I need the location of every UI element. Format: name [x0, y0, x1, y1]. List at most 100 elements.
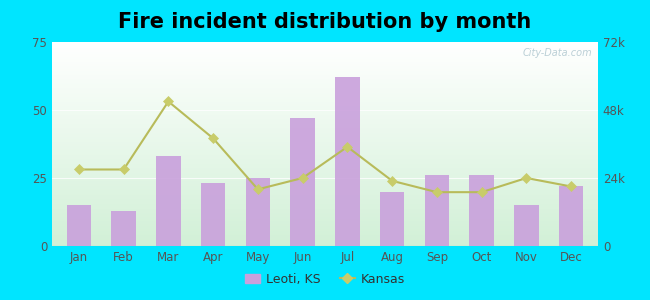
Bar	[52, 219, 598, 220]
Bar	[52, 132, 598, 133]
Bar	[52, 142, 598, 143]
Bar	[52, 80, 598, 81]
Bar	[52, 174, 598, 175]
Bar	[52, 61, 598, 62]
Bar	[52, 237, 598, 238]
Bar	[52, 200, 598, 201]
Bar	[52, 118, 598, 119]
Bar	[52, 189, 598, 190]
Bar	[52, 165, 598, 166]
Bar	[52, 95, 598, 96]
Bar	[52, 166, 598, 167]
Bar	[52, 230, 598, 231]
Bar	[52, 148, 598, 149]
Bar	[52, 169, 598, 170]
Bar	[52, 116, 598, 117]
Bar	[52, 160, 598, 161]
Bar	[52, 88, 598, 89]
Bar	[52, 93, 598, 94]
Bar	[52, 199, 598, 200]
Bar	[52, 53, 598, 54]
Bar	[424, 175, 449, 246]
Bar	[52, 215, 598, 216]
Bar	[52, 123, 598, 124]
Bar	[52, 129, 598, 130]
Bar	[52, 220, 598, 221]
Bar	[52, 96, 598, 97]
Bar	[52, 145, 598, 146]
Bar	[52, 59, 598, 60]
Bar	[52, 64, 598, 65]
Bar	[52, 56, 598, 57]
Bar	[52, 67, 598, 68]
Bar	[52, 214, 598, 215]
Bar	[52, 171, 598, 172]
Bar	[52, 62, 598, 63]
Bar	[52, 150, 598, 151]
Bar	[52, 155, 598, 156]
Bar	[52, 85, 598, 86]
Bar	[52, 186, 598, 187]
Bar	[52, 84, 598, 85]
Bar	[52, 207, 598, 208]
Bar	[52, 168, 598, 169]
Bar	[52, 49, 598, 50]
Bar	[52, 238, 598, 239]
Bar	[52, 209, 598, 210]
Bar	[52, 217, 598, 218]
Bar	[52, 134, 598, 135]
Bar	[52, 109, 598, 110]
Bar	[52, 181, 598, 182]
Bar	[52, 108, 598, 109]
Bar	[52, 125, 598, 126]
Bar	[52, 87, 598, 88]
Bar	[559, 186, 584, 246]
Bar	[52, 70, 598, 71]
Legend: Leoti, KS, Kansas: Leoti, KS, Kansas	[240, 268, 410, 291]
Bar	[52, 112, 598, 113]
Bar	[52, 169, 598, 170]
Bar	[52, 118, 598, 119]
Bar	[52, 204, 598, 205]
Bar	[52, 43, 598, 44]
Bar	[52, 170, 598, 171]
Bar	[52, 198, 598, 199]
Bar	[52, 201, 598, 202]
Bar	[52, 90, 598, 91]
Bar	[52, 144, 598, 145]
Bar	[52, 161, 598, 162]
Bar	[52, 196, 598, 197]
Bar	[52, 226, 598, 227]
Bar	[52, 130, 598, 131]
Bar	[52, 153, 598, 154]
Bar	[52, 216, 598, 217]
Bar	[52, 192, 598, 193]
Bar	[52, 233, 598, 234]
Bar	[52, 167, 598, 168]
Bar	[52, 239, 598, 240]
Bar	[52, 104, 598, 105]
Bar	[52, 124, 598, 125]
Bar	[52, 101, 598, 102]
Bar	[52, 120, 598, 121]
Bar	[52, 234, 598, 235]
Bar	[52, 184, 598, 185]
Bar	[52, 164, 598, 165]
Bar	[52, 73, 598, 74]
Bar	[52, 91, 598, 92]
Bar	[52, 75, 598, 76]
Bar	[52, 152, 598, 153]
Bar	[52, 208, 598, 209]
Bar	[52, 195, 598, 196]
Bar	[52, 176, 598, 177]
Bar	[52, 126, 598, 127]
Bar	[111, 211, 136, 246]
Bar	[52, 113, 598, 114]
Text: City-Data.com: City-Data.com	[523, 48, 593, 58]
Bar	[52, 141, 598, 142]
Bar	[52, 187, 598, 188]
Bar	[52, 72, 598, 73]
Bar	[52, 154, 598, 155]
Bar	[246, 178, 270, 246]
Bar	[52, 65, 598, 66]
